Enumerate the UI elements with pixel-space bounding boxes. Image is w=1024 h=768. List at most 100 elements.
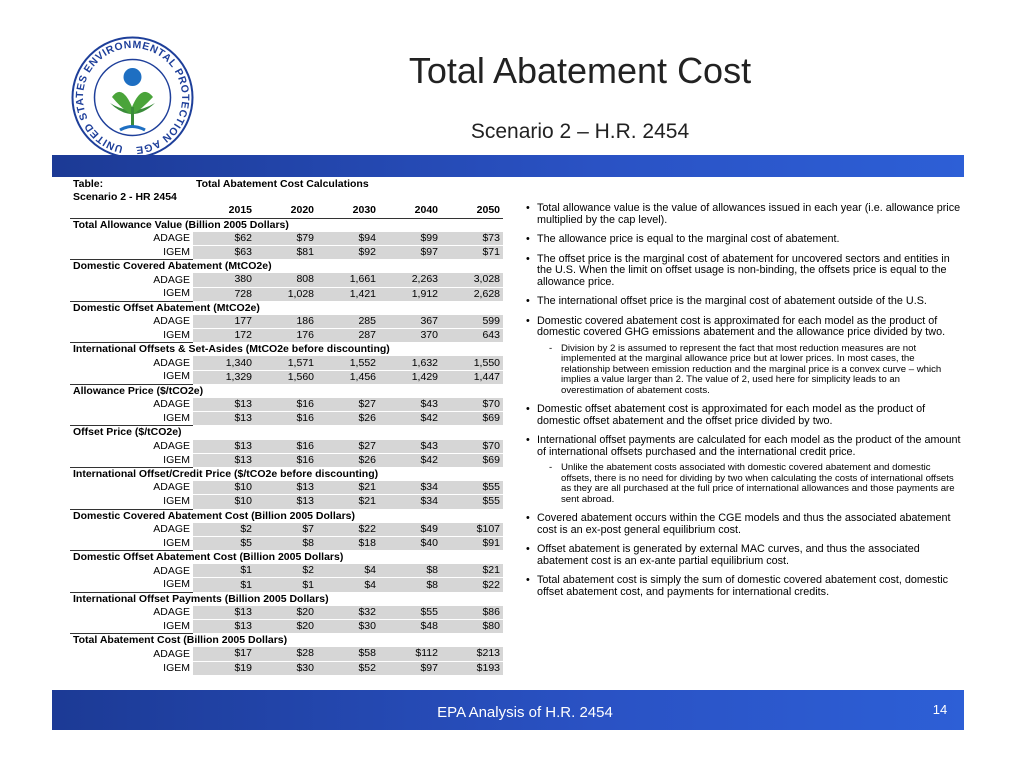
bullet-text: The international offset price is the ma… [537, 295, 927, 307]
sub-bullet: Unlike the abatement costs associated wi… [537, 462, 963, 505]
sub-bullet-list: Unlike the abatement costs associated wi… [537, 462, 963, 505]
model-name: IGEM [163, 287, 190, 300]
data-row: ADAGE $13 $20 $32 $55 $86 [70, 605, 503, 620]
table-title: Total Abatement Cost Calculations [196, 178, 369, 191]
value-cell: $70 [441, 398, 503, 413]
value-cell: 3,028 [441, 273, 503, 288]
value-cell: $17 [193, 647, 255, 662]
scenario-row: Scenario 2 - HR 2454 [70, 191, 503, 204]
value-cell: 176 [255, 328, 317, 344]
value-cell: $30 [255, 661, 317, 676]
value-cell: 1,429 [379, 370, 441, 385]
value-cell: $13 [255, 481, 317, 496]
value-cell: $92 [317, 245, 379, 261]
data-row: IGEM $5 $8 $18 $40 $91 [70, 536, 503, 552]
value-cell: $63 [193, 245, 255, 261]
value-cell: $71 [441, 245, 503, 261]
model-name: IGEM [163, 453, 190, 466]
model-name: ADAGE [153, 398, 190, 411]
value-cell: $10 [193, 494, 255, 510]
section-heading: Allowance Price ($/tCO2e) [70, 383, 503, 398]
value-cell: $193 [441, 661, 503, 676]
year-header: 2050 [441, 204, 503, 219]
value-cell: $69 [441, 411, 503, 427]
value-cell: 808 [255, 273, 317, 288]
value-cell: $8 [255, 536, 317, 552]
column-header-row: 2015 2020 2030 2040 2050 [70, 204, 503, 219]
value-cell: $26 [317, 453, 379, 468]
value-cell: 599 [441, 314, 503, 330]
value-cell: 1,028 [255, 287, 317, 302]
value-cell: $20 [255, 605, 317, 620]
value-cell: 1,552 [317, 356, 379, 371]
value-cell: $1 [193, 564, 255, 579]
value-cell: $21 [317, 481, 379, 496]
value-cell: $112 [379, 647, 441, 662]
value-cell: 285 [317, 314, 379, 330]
value-cell: 1,447 [441, 370, 503, 385]
value-cell: 1,550 [441, 356, 503, 371]
bullet: The offset price is the marginal cost of… [523, 252, 963, 289]
model-name: ADAGE [153, 315, 190, 328]
value-cell: $20 [255, 619, 317, 635]
model-name: IGEM [163, 328, 190, 341]
value-cell: $80 [441, 619, 503, 635]
value-cell: $32 [317, 605, 379, 620]
bullet-list: Total allowance value is the value of al… [523, 202, 963, 606]
section-heading-row: Offset Price ($/tCO2e) [70, 425, 503, 440]
value-cell: $28 [255, 647, 317, 662]
data-row: IGEM $63 $81 $92 $97 $71 [70, 245, 503, 261]
section-heading: International Offsets & Set-Asides (MtCO… [70, 342, 503, 357]
value-cell: $34 [379, 481, 441, 496]
model-name: IGEM [163, 245, 190, 258]
value-cell: $30 [317, 619, 379, 635]
bullet: Total abatement cost is simply the sum o… [523, 574, 963, 598]
section-heading-row: Domestic Offset Abatement (MtCO2e) [70, 300, 503, 315]
value-cell: $8 [379, 564, 441, 579]
logo-flower [123, 68, 142, 86]
bullet-text: The offset price is the marginal cost of… [537, 252, 950, 288]
value-cell: $55 [441, 481, 503, 496]
model-name: IGEM [163, 619, 190, 632]
bullet-text: Domestic offset abatement cost is approx… [537, 403, 926, 427]
model-name: ADAGE [153, 356, 190, 369]
bullet: Covered abatement occurs within the CGE … [523, 512, 963, 536]
data-row: ADAGE $10 $13 $21 $34 $55 [70, 481, 503, 496]
value-cell: $22 [317, 522, 379, 537]
data-row: IGEM $1 $1 $4 $8 $22 [70, 577, 503, 593]
bullet-text: Total abatement cost is simply the sum o… [537, 574, 949, 598]
model-name: ADAGE [153, 564, 190, 577]
value-cell: $7 [255, 522, 317, 537]
table-label: Table: [73, 178, 104, 191]
section-heading-row: International Offsets & Set-Asides (MtCO… [70, 342, 503, 357]
value-cell: 1,661 [317, 273, 379, 288]
section-heading: Offset Price ($/tCO2e) [70, 425, 503, 440]
data-row: IGEM $13 $16 $26 $42 $69 [70, 411, 503, 427]
page-number: 14 [932, 702, 948, 717]
bullet: The allowance price is equal to the marg… [523, 233, 963, 246]
section-heading: International Offset Payments (Billion 2… [70, 591, 503, 606]
sub-bullet-list: Division by 2 is assumed to represent th… [537, 343, 963, 397]
value-cell: 2,628 [441, 287, 503, 302]
value-cell: 1,456 [317, 370, 379, 385]
cost-table: Table: Total Abatement Cost Calculations S… [70, 178, 503, 676]
value-cell: 287 [317, 328, 379, 344]
bottom-band [52, 690, 964, 730]
model-name: IGEM [163, 536, 190, 549]
model-name: IGEM [163, 495, 190, 508]
bullet: Domestic offset abatement cost is approx… [523, 403, 963, 427]
value-cell: 1,912 [379, 287, 441, 302]
model-name: ADAGE [153, 481, 190, 494]
value-cell: $58 [317, 647, 379, 662]
value-cell: $13 [193, 605, 255, 620]
bullet: Domestic covered abatement cost is appro… [523, 315, 963, 397]
epa-logo: UNITED STATES ENVIRONMENTAL PROTECTION A… [70, 35, 194, 159]
value-cell: 1,571 [255, 356, 317, 371]
bullet: The international offset price is the ma… [523, 295, 963, 308]
value-cell: $26 [317, 411, 379, 427]
logo-inner [93, 58, 172, 137]
bullet-text: Covered abatement occurs within the CGE … [537, 512, 951, 536]
value-cell: $4 [317, 577, 379, 593]
model-name: ADAGE [153, 232, 190, 245]
value-cell: $213 [441, 647, 503, 662]
